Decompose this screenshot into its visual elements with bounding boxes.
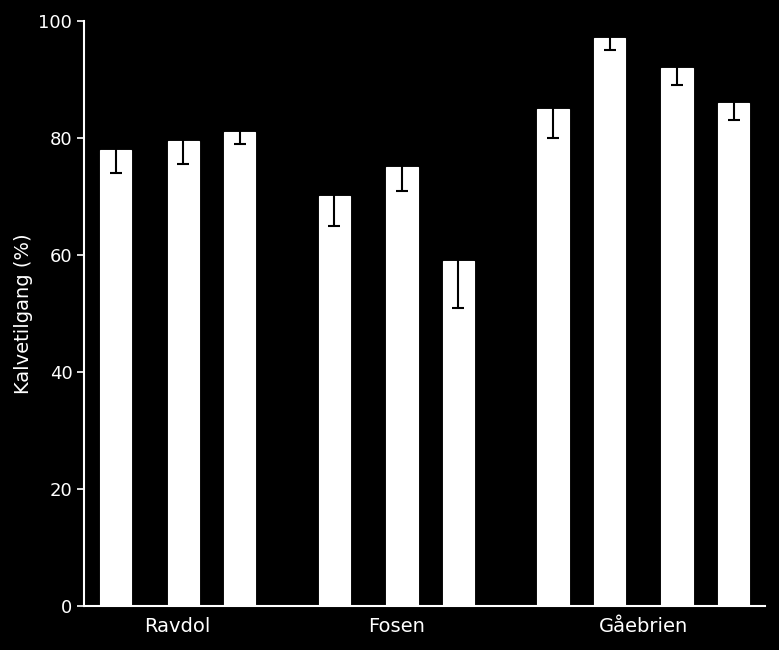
Bar xyxy=(319,196,351,606)
Bar xyxy=(224,132,256,606)
Bar xyxy=(717,103,749,606)
Bar xyxy=(661,68,693,606)
Y-axis label: Kalvetilgang (%): Kalvetilgang (%) xyxy=(14,233,33,394)
Bar xyxy=(442,261,474,606)
Bar xyxy=(167,141,199,606)
Bar xyxy=(386,167,418,606)
Bar xyxy=(538,109,569,606)
Bar xyxy=(594,38,626,606)
Bar xyxy=(100,150,132,606)
